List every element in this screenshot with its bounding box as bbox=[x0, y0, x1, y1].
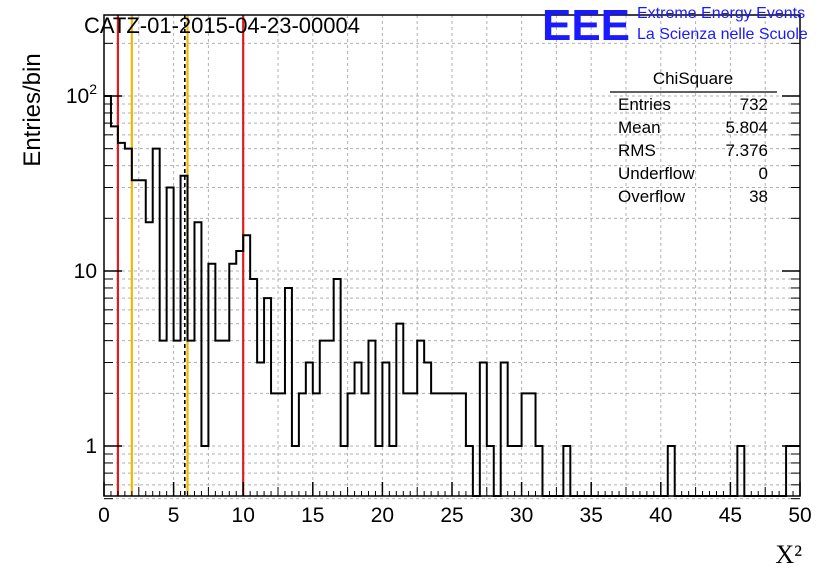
stats-value: 7.376 bbox=[725, 141, 768, 160]
x-tick-label: 30 bbox=[510, 504, 533, 527]
logo-line-2: La Scienza nelle Scuole bbox=[637, 26, 808, 43]
logo-line-1: Extreme Energy Events bbox=[637, 5, 805, 22]
x-tick-label: 25 bbox=[440, 504, 463, 527]
x-tick-label: 0 bbox=[98, 504, 110, 527]
x-tick-label: 35 bbox=[580, 504, 603, 527]
x-tick-label: 20 bbox=[371, 504, 394, 527]
x-tick-label: 45 bbox=[719, 504, 742, 527]
run-title: CATZ-01-2015-04-23-00004 bbox=[84, 13, 360, 38]
axes: 0 5 10 15 20 25 30 35 40 45 50 1 10 102 bbox=[66, 42, 812, 527]
y-tick-label: 102 bbox=[66, 81, 97, 108]
y-tick-label: 1 bbox=[85, 435, 97, 458]
eee-logo: EEE bbox=[542, 1, 630, 50]
y-tick-label: 10 bbox=[74, 260, 97, 283]
stats-value: 0 bbox=[759, 164, 768, 183]
x-tick-label: 5 bbox=[168, 504, 180, 527]
stats-label: Mean bbox=[618, 118, 661, 137]
x-tick-label: 10 bbox=[232, 504, 255, 527]
stats-value: 5.804 bbox=[725, 118, 768, 137]
x-tick-label: 15 bbox=[301, 504, 324, 527]
stats-value: 732 bbox=[740, 95, 768, 114]
x-tick-label: 50 bbox=[788, 504, 811, 527]
stats-label: Overflow bbox=[618, 187, 686, 206]
x-axis-title: X² bbox=[775, 540, 802, 569]
stats-label: Underflow bbox=[618, 164, 695, 183]
stats-label: RMS bbox=[618, 141, 656, 160]
stats-label: Entries bbox=[618, 95, 671, 114]
stats-title: ChiSquare bbox=[653, 69, 733, 88]
y-axis-title: Entries/bin bbox=[19, 53, 46, 166]
stats-value: 38 bbox=[749, 187, 768, 206]
x-tick-label: 40 bbox=[649, 504, 672, 527]
stats-box: ChiSquare Entries 732 Mean 5.804 RMS 7.3… bbox=[610, 69, 777, 206]
